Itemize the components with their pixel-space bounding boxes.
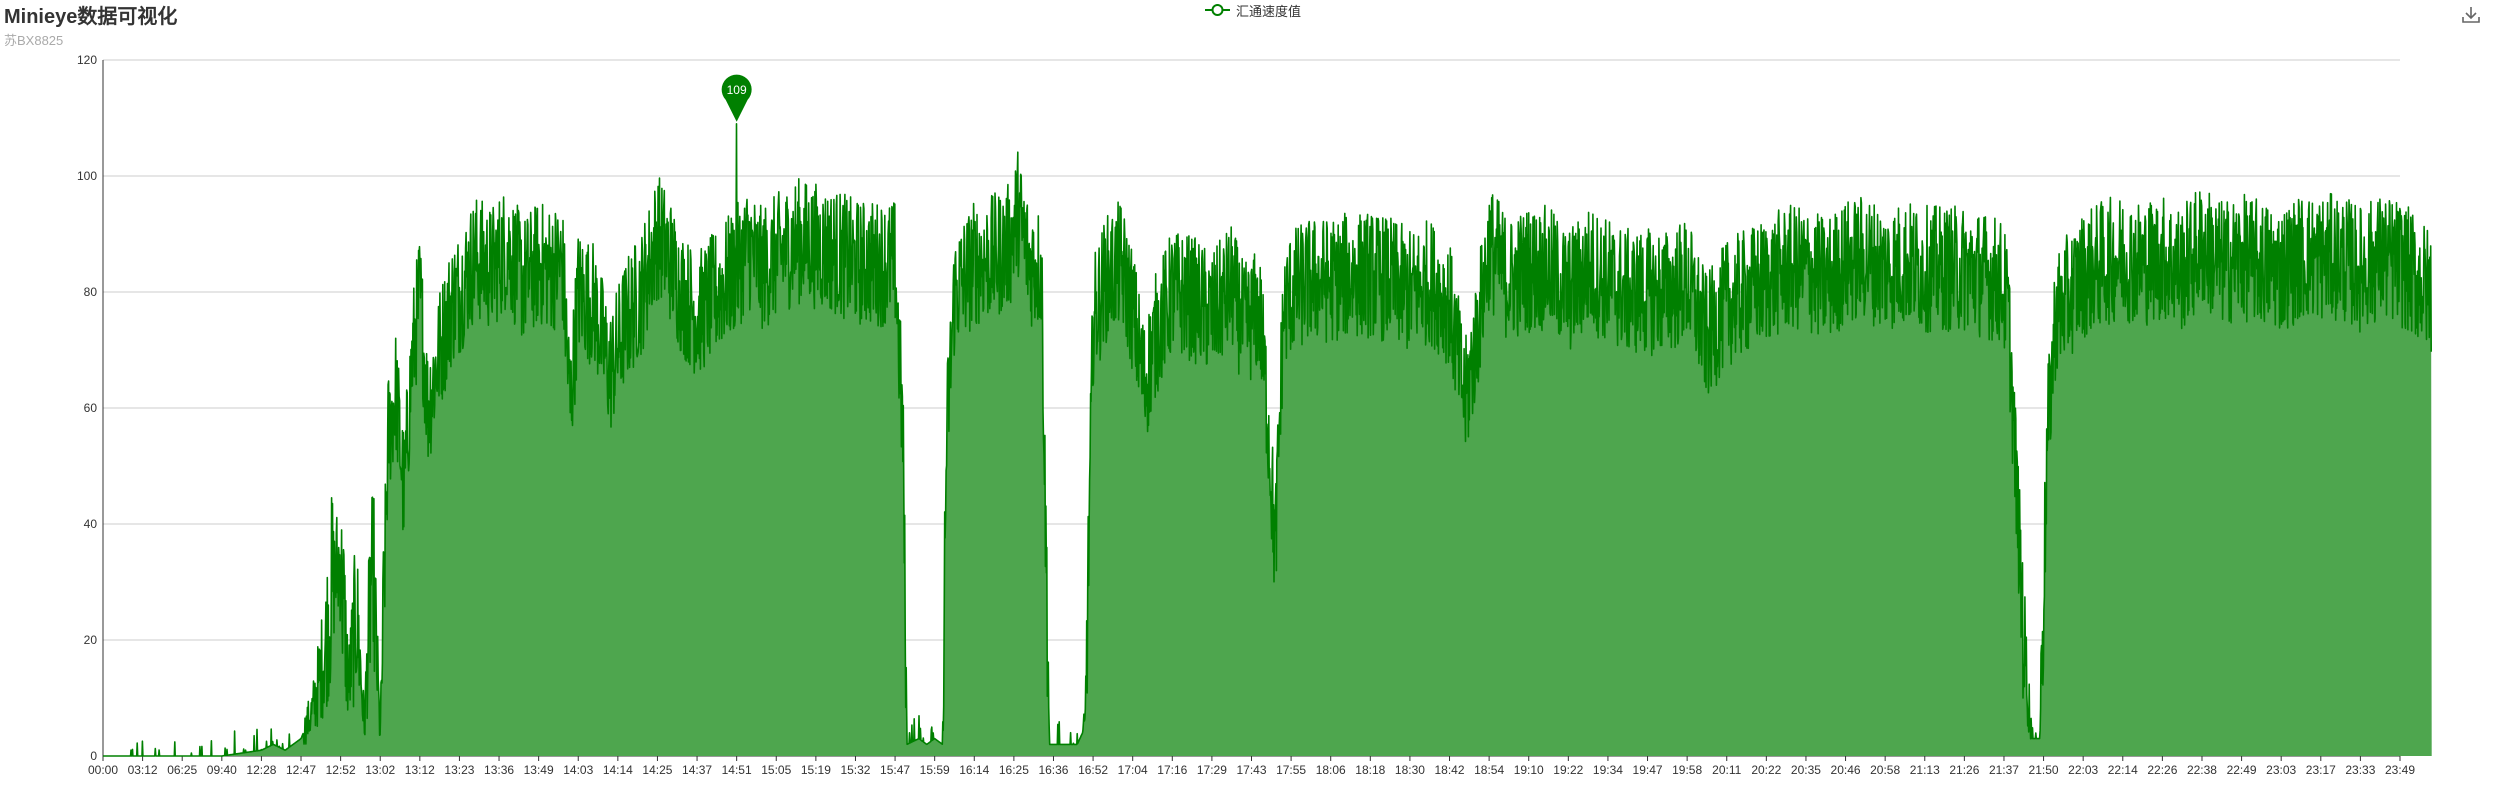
x-tick-label: 22:03	[2068, 763, 2098, 777]
x-tick-label: 21:50	[2029, 763, 2059, 777]
x-tick-label: 18:18	[1355, 763, 1385, 777]
download-icon[interactable]	[2460, 4, 2482, 26]
y-tick-label: 100	[77, 169, 97, 183]
series-line	[102, 123, 2432, 757]
x-tick-label: 19:34	[1593, 763, 1623, 777]
x-tick-label: 19:47	[1633, 763, 1663, 777]
x-tick-label: 22:38	[2187, 763, 2217, 777]
x-tick-label: 22:49	[2227, 763, 2257, 777]
x-tick-label: 17:55	[1276, 763, 1306, 777]
x-tick-label: 14:37	[682, 763, 712, 777]
x-tick-label: 13:49	[524, 763, 554, 777]
x-tick-label: 17:29	[1197, 763, 1227, 777]
max-point-pin: 109	[721, 74, 752, 122]
x-tick-label: 21:26	[1949, 763, 1979, 777]
x-tick-label: 13:36	[484, 763, 514, 777]
x-tick-label: 00:00	[88, 763, 118, 777]
chart-subtitle: 苏BX8825	[4, 33, 64, 48]
x-tick-label: 17:04	[1118, 763, 1148, 777]
x-tick-label: 12:47	[286, 763, 316, 777]
y-tick-label: 20	[84, 633, 98, 647]
legend-item-speed[interactable]: 汇通速度值	[1205, 0, 1301, 20]
x-tick-label: 23:49	[2385, 763, 2415, 777]
x-tick-label: 15:05	[761, 763, 791, 777]
x-tick-label: 20:58	[1870, 763, 1900, 777]
x-tick-label: 14:14	[603, 763, 633, 777]
x-tick-label: 15:32	[840, 763, 870, 777]
x-tick-label: 20:46	[1831, 763, 1861, 777]
x-tick-label: 16:52	[1078, 763, 1108, 777]
y-tick-label: 0	[90, 749, 97, 763]
x-tick-label: 23:33	[2345, 763, 2375, 777]
y-tick-label: 40	[84, 517, 98, 531]
x-tick-label: 22:14	[2108, 763, 2138, 777]
x-tick-label: 18:06	[1316, 763, 1346, 777]
y-tick-label: 80	[84, 285, 98, 299]
x-tick-label: 14:25	[642, 763, 672, 777]
x-tick-label: 15:19	[801, 763, 831, 777]
x-tick-label: 20:35	[1791, 763, 1821, 777]
legend-label: 汇通速度值	[1236, 3, 1302, 19]
legend-line-circle-icon	[1205, 4, 1230, 16]
x-tick-label: 13:02	[365, 763, 395, 777]
x-tick-label: 06:25	[167, 763, 197, 777]
y-tick-label: 60	[84, 401, 98, 415]
x-tick-label: 16:14	[959, 763, 989, 777]
x-tick-label: 18:42	[1435, 763, 1465, 777]
x-tick-label: 12:52	[326, 763, 356, 777]
x-tick-label: 18:30	[1395, 763, 1425, 777]
max-point-label: 109	[727, 83, 747, 97]
y-tick-label: 120	[77, 53, 97, 67]
x-tick-label: 03:12	[128, 763, 158, 777]
x-tick-label: 13:23	[444, 763, 474, 777]
x-tick-label: 14:03	[563, 763, 593, 777]
x-tick-label: 14:51	[722, 763, 752, 777]
x-tick-label: 19:58	[1672, 763, 1702, 777]
x-tick-label: 20:22	[1751, 763, 1781, 777]
x-tick-label: 23:03	[2266, 763, 2296, 777]
chart-title: Minieye数据可视化	[4, 6, 178, 28]
x-tick-label: 09:40	[207, 763, 237, 777]
x-tick-label: 23:17	[2306, 763, 2336, 777]
x-tick-label: 17:16	[1157, 763, 1187, 777]
x-tick-label: 19:10	[1514, 763, 1544, 777]
x-tick-label: 20:11	[1712, 763, 1741, 777]
x-tick-label: 18:54	[1474, 763, 1504, 777]
x-tick-label: 13:12	[405, 763, 435, 777]
x-tick-label: 16:36	[1038, 763, 1068, 777]
x-tick-label: 12:28	[246, 763, 276, 777]
x-tick-label: 16:25	[999, 763, 1029, 777]
x-tick-label: 19:22	[1553, 763, 1583, 777]
x-tick-label: 15:59	[920, 763, 950, 777]
x-tick-label: 15:47	[880, 763, 910, 777]
x-tick-label: 22:26	[2147, 763, 2177, 777]
x-tick-label: 17:43	[1236, 763, 1266, 777]
x-tick-label: 21:37	[1989, 763, 2019, 777]
x-tick-label: 21:13	[1910, 763, 1940, 777]
